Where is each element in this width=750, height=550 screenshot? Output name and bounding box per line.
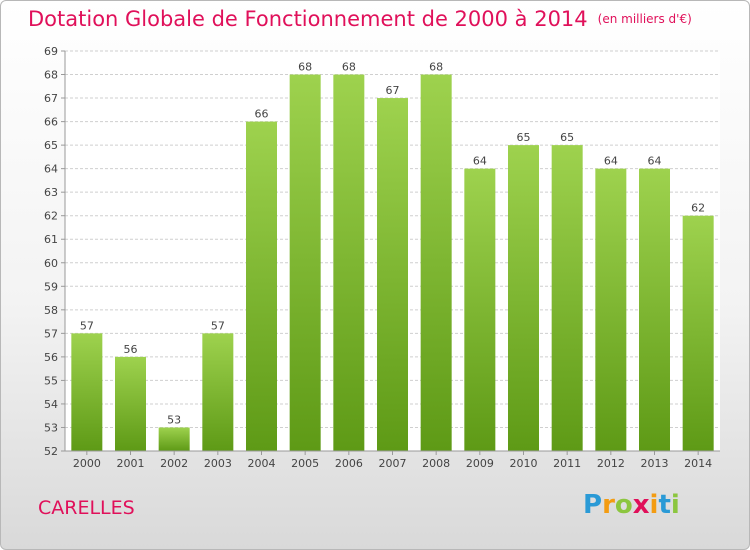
data-label: 65 [560,131,574,144]
bar [115,356,146,451]
bar [202,333,234,451]
y-tick-label: 62 [44,210,58,223]
data-label: 65 [517,131,531,144]
y-tick-label: 57 [44,327,58,340]
bar [639,168,670,451]
x-tick-label: 2004 [248,457,276,470]
data-label: 64 [604,155,618,168]
data-label: 56 [124,343,138,356]
x-tick-label: 2007 [379,457,407,470]
x-tick-label: 2009 [466,457,494,470]
bar [71,333,103,451]
x-tick-label: 2000 [73,457,101,470]
y-tick-label: 58 [44,304,58,317]
chart-title: Dotation Globale de Fonctionnement de 20… [28,7,692,31]
x-tick-label: 2003 [204,457,232,470]
y-tick-label: 65 [44,139,58,152]
y-tick-label: 69 [44,45,58,58]
data-label: 67 [386,84,400,97]
y-tick-label: 67 [44,92,58,105]
logo-letter: r [602,490,615,520]
y-tick-label: 56 [44,351,58,364]
data-label: 64 [648,155,662,168]
y-tick-label: 61 [44,233,58,246]
x-tick-label: 2014 [684,457,712,470]
chart-title-text: Dotation Globale de Fonctionnement de 20… [28,7,588,31]
y-tick-label: 55 [44,374,58,387]
bar [420,74,452,451]
data-label: 64 [473,155,487,168]
y-tick-label: 68 [44,69,58,82]
logo-letter: o [614,490,633,520]
y-tick-label: 64 [44,163,58,176]
x-tick-label: 2011 [553,457,581,470]
bar [551,145,583,451]
bar [246,121,277,452]
y-tick-label: 52 [44,445,58,458]
x-tick-label: 2012 [597,457,625,470]
bar [289,74,321,451]
data-label: 68 [342,61,356,74]
logo-letter: t [658,490,671,520]
x-tick-label: 2010 [510,457,538,470]
x-tick-label: 2008 [422,457,450,470]
proxiti-logo: Proxiti [583,490,680,520]
data-label: 57 [80,319,94,332]
data-label: 68 [429,61,443,74]
y-tick-label: 66 [44,116,58,129]
logo-letter: x [632,490,650,520]
bar [508,145,539,451]
logo-letter: P [583,490,603,520]
location-label: CARELLES [38,497,135,519]
bar [158,427,190,451]
x-tick-label: 2006 [335,457,363,470]
data-label: 68 [298,61,312,74]
y-tick-label: 59 [44,280,58,293]
y-tick-label: 60 [44,257,58,270]
x-tick-label: 2001 [117,457,145,470]
bar [464,168,496,451]
data-label: 53 [167,413,181,426]
y-tick-label: 53 [44,421,58,434]
x-tick-label: 2002 [160,457,188,470]
x-tick-label: 2013 [641,457,669,470]
logo-letter: i [670,490,680,520]
unit-note: (en milliers d'€) [597,12,692,26]
logo-letter: i [649,490,659,520]
y-tick-label: 54 [44,398,58,411]
data-label: 62 [691,202,705,215]
y-tick-label: 63 [44,186,58,199]
bar [333,74,365,451]
x-tick-label: 2005 [291,457,319,470]
bar [377,98,408,451]
bar [682,215,714,451]
bar [595,168,627,451]
data-label: 57 [211,319,225,332]
data-label: 66 [255,108,269,121]
